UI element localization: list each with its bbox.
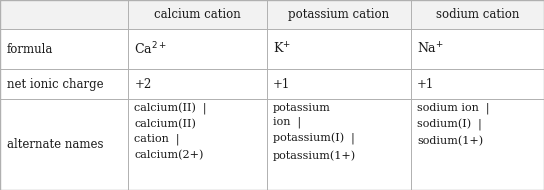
Text: potassium
ion  |
potassium(I)  |
potassium(1+): potassium ion | potassium(I) | potassium… <box>273 103 356 161</box>
Text: Ca$^{2+}$: Ca$^{2+}$ <box>134 41 167 58</box>
Bar <box>0 29 544 190</box>
Bar <box>0 0 544 29</box>
Text: alternate names: alternate names <box>7 138 103 151</box>
Text: calcium cation: calcium cation <box>154 8 240 21</box>
Text: +1: +1 <box>417 78 435 91</box>
Text: formula: formula <box>7 43 53 56</box>
Text: net ionic charge: net ionic charge <box>7 78 103 91</box>
Text: Na$^{+}$: Na$^{+}$ <box>417 42 444 57</box>
Text: K$^{+}$: K$^{+}$ <box>273 42 291 57</box>
Text: sodium ion  |
sodium(I)  |
sodium(1+): sodium ion | sodium(I) | sodium(1+) <box>417 103 490 146</box>
Text: +2: +2 <box>134 78 152 91</box>
Text: +1: +1 <box>273 78 290 91</box>
Text: potassium cation: potassium cation <box>288 8 389 21</box>
Text: sodium cation: sodium cation <box>436 8 519 21</box>
Text: calcium(II)  |
calcium(II)
cation  |
calcium(2+): calcium(II) | calcium(II) cation | calci… <box>134 103 207 160</box>
